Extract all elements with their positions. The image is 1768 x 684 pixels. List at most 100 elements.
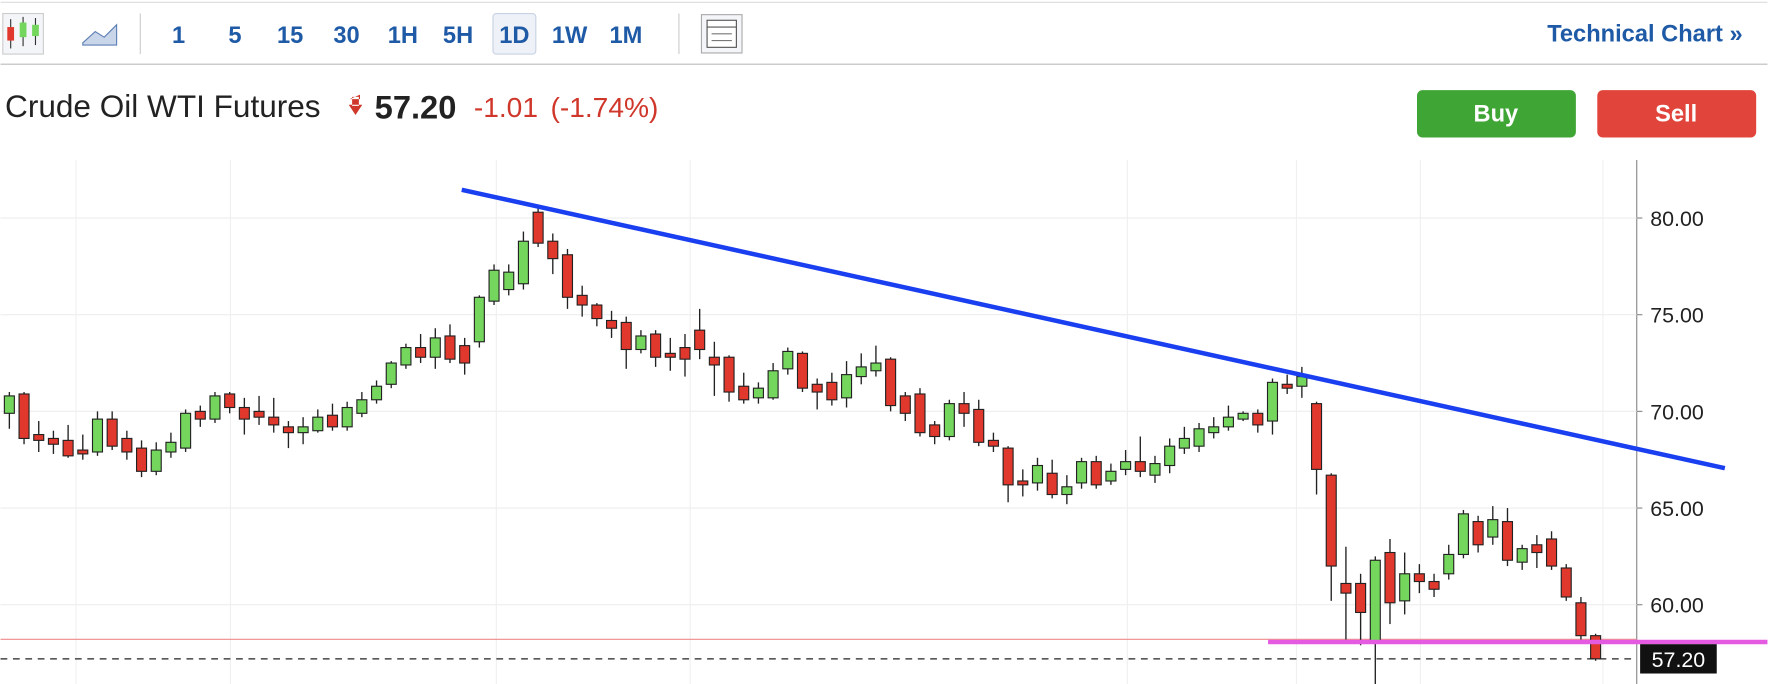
candle-body bbox=[1516, 548, 1528, 563]
candle-body bbox=[532, 211, 544, 244]
candle-body bbox=[664, 352, 676, 358]
buy-button[interactable] bbox=[1417, 90, 1576, 138]
interval-group: 1 5 15 30 1H 5H 1D 1W 1M bbox=[172, 12, 643, 55]
interval-button[interactable]: 5H bbox=[443, 23, 473, 49]
candle-body bbox=[1472, 521, 1484, 546]
candle-body bbox=[1208, 426, 1220, 434]
candle-body bbox=[1560, 567, 1572, 598]
candle-body bbox=[1310, 403, 1323, 470]
candle-body bbox=[1384, 551, 1396, 604]
technical-chart-link[interactable]: Technical Chart » bbox=[1547, 22, 1742, 48]
line-icon[interactable] bbox=[82, 23, 118, 46]
last-price-box bbox=[1640, 644, 1717, 674]
interval-button[interactable]: 1 bbox=[172, 23, 185, 49]
candle-body bbox=[1399, 573, 1411, 602]
sell-button[interactable] bbox=[1597, 90, 1757, 138]
candle-body bbox=[958, 403, 970, 414]
candle-body bbox=[473, 296, 485, 343]
candle-body bbox=[1457, 513, 1469, 556]
candle-body bbox=[752, 387, 764, 399]
candle-body bbox=[1590, 635, 1602, 660]
y-tick-label: 65.00 bbox=[1650, 497, 1704, 521]
candle-body bbox=[738, 385, 750, 401]
candle-body bbox=[1222, 416, 1234, 428]
candle-body bbox=[547, 240, 559, 260]
candle-body bbox=[826, 381, 838, 401]
candle-body bbox=[1017, 480, 1029, 486]
candle-body bbox=[767, 370, 779, 399]
candle-body bbox=[811, 383, 823, 393]
candle-body bbox=[385, 362, 397, 385]
candle-body bbox=[1075, 461, 1088, 484]
candle-body bbox=[238, 406, 250, 420]
candle-body bbox=[194, 410, 206, 420]
candle-body bbox=[1164, 445, 1176, 467]
candle-body bbox=[870, 362, 882, 372]
candle-body bbox=[180, 412, 192, 449]
candle-body bbox=[899, 395, 911, 414]
candle-body bbox=[708, 356, 720, 366]
candle-body bbox=[782, 350, 794, 370]
candle-body bbox=[517, 240, 529, 285]
candle-body bbox=[77, 449, 89, 455]
candle-body bbox=[282, 426, 294, 434]
y-tick-label: 70.00 bbox=[1650, 400, 1704, 424]
candle-body bbox=[679, 347, 691, 360]
interval-button[interactable]: 15 bbox=[277, 23, 303, 49]
layout-icon[interactable] bbox=[700, 14, 743, 54]
candle-body bbox=[1501, 521, 1514, 561]
candle-body bbox=[312, 416, 324, 432]
interval-button[interactable]: 1D bbox=[499, 23, 529, 49]
candle-body bbox=[503, 271, 515, 291]
candle-body bbox=[33, 434, 45, 441]
candle-body bbox=[268, 416, 280, 426]
candle-body bbox=[1531, 544, 1543, 554]
change-percent: (-1.74%) bbox=[550, 91, 658, 123]
candle-body bbox=[620, 321, 632, 351]
selected-interval[interactable] bbox=[492, 12, 537, 55]
candle-body bbox=[650, 333, 662, 358]
candle-body bbox=[561, 254, 574, 298]
price: 57.20 bbox=[375, 88, 457, 125]
sell-label[interactable]: Sell bbox=[1655, 102, 1697, 128]
candle-body bbox=[943, 403, 955, 438]
candle-body bbox=[1266, 381, 1279, 422]
candle-body bbox=[576, 294, 588, 306]
buy-label[interactable]: Buy bbox=[1474, 102, 1520, 128]
candle-body bbox=[224, 393, 236, 409]
candle-body bbox=[1061, 486, 1073, 496]
candle-body bbox=[914, 393, 926, 434]
candle-body bbox=[341, 406, 353, 428]
candle-body bbox=[356, 399, 368, 414]
candle-body bbox=[1369, 559, 1381, 643]
interval-button[interactable]: 1W bbox=[552, 23, 588, 49]
y-tick-label: 60.00 bbox=[1650, 594, 1704, 618]
candle-body bbox=[91, 418, 104, 453]
plot: 60.00 65.00 70.00 75.00 80.00 57.20 bbox=[0, 187, 1768, 684]
candle-body bbox=[1237, 412, 1249, 420]
interval-button[interactable]: 5 bbox=[228, 23, 241, 49]
candle-body bbox=[1575, 602, 1587, 637]
interval-button[interactable]: 1H bbox=[388, 23, 418, 49]
trendline bbox=[461, 187, 1726, 471]
icon-body bbox=[7, 27, 15, 41]
candle-body bbox=[1193, 428, 1205, 447]
candle-body bbox=[47, 437, 59, 445]
candle-body bbox=[121, 437, 133, 453]
candle-body bbox=[165, 441, 177, 453]
candle-body bbox=[840, 374, 853, 399]
candle-icon[interactable] bbox=[2, 12, 44, 55]
candle-body bbox=[1090, 461, 1102, 486]
candle-body bbox=[1031, 464, 1044, 484]
candle-body bbox=[1252, 412, 1264, 426]
interval-button[interactable]: 1M bbox=[610, 23, 643, 49]
candle-body bbox=[635, 335, 647, 351]
candle-body bbox=[1120, 461, 1132, 470]
change: -1.01 bbox=[474, 91, 538, 123]
interval-button[interactable]: 30 bbox=[333, 23, 359, 49]
candle-body bbox=[1428, 580, 1440, 590]
instrument-name: Crude Oil WTI Futures bbox=[5, 88, 321, 124]
candle-body bbox=[370, 385, 383, 401]
